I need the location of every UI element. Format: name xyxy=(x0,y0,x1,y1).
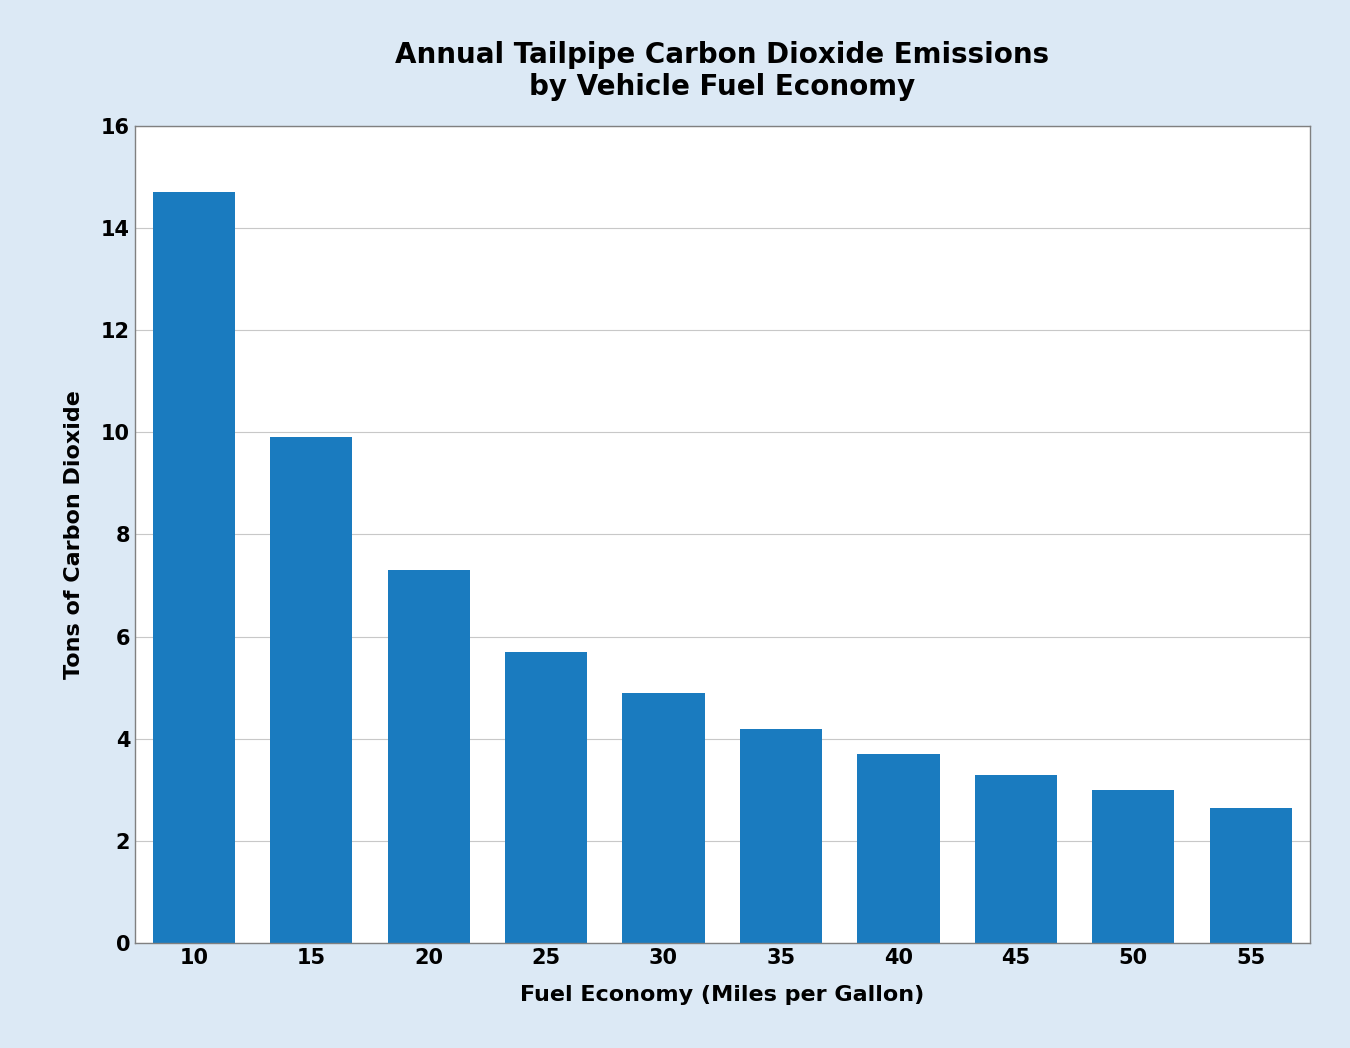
Bar xyxy=(1210,808,1292,943)
Bar xyxy=(387,570,470,943)
Bar xyxy=(1092,790,1174,943)
Bar xyxy=(270,437,352,943)
X-axis label: Fuel Economy (Miles per Gallon): Fuel Economy (Miles per Gallon) xyxy=(520,985,925,1005)
Bar xyxy=(857,755,940,943)
Title: Annual Tailpipe Carbon Dioxide Emissions
by Vehicle Fuel Economy: Annual Tailpipe Carbon Dioxide Emissions… xyxy=(396,41,1049,102)
Y-axis label: Tons of Carbon Dioxide: Tons of Carbon Dioxide xyxy=(65,390,85,679)
Bar xyxy=(975,774,1057,943)
Bar xyxy=(505,652,587,943)
Bar xyxy=(622,693,705,943)
Bar xyxy=(740,728,822,943)
Bar xyxy=(153,192,235,943)
